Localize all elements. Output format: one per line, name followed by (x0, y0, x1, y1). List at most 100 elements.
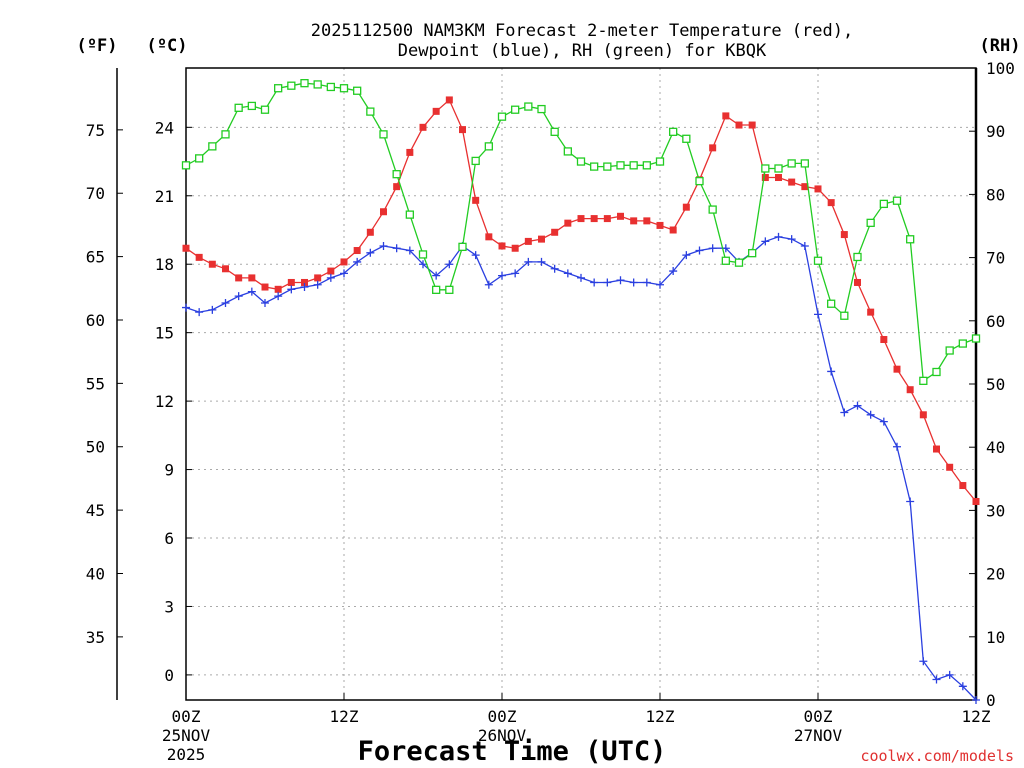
temperature-point (208, 260, 216, 268)
rh-point (932, 367, 941, 377)
rh-point (339, 84, 349, 93)
dewpoint-point (366, 248, 375, 257)
rh-point (221, 130, 230, 139)
temperature-point (366, 228, 374, 236)
temperature-point (722, 112, 730, 120)
rh-point (471, 156, 480, 166)
rh-point (379, 130, 388, 139)
rh-point (300, 79, 309, 88)
dewpoint-point (629, 278, 638, 287)
rh-point (524, 102, 533, 111)
rh-point (906, 235, 915, 244)
fahrenheit-tick-label: 45 (86, 501, 105, 520)
rh-point (840, 311, 849, 320)
x-tick-label: 12Z (646, 707, 675, 726)
dewpoint-point (182, 303, 190, 312)
temperature-point (301, 278, 308, 286)
dewpoint-point (353, 257, 362, 266)
x-tick-label: 00Z (804, 707, 833, 726)
fahrenheit-axis-label: (ºF) (77, 36, 118, 56)
temperature-point (248, 274, 256, 282)
dewpoint-point (616, 276, 625, 285)
rh-point (866, 218, 875, 227)
rh-point (787, 159, 796, 168)
dewpoint-point (484, 280, 493, 289)
temperature-point (274, 285, 282, 293)
rh-point (945, 346, 954, 355)
temperature-point (445, 96, 453, 104)
rh-point (537, 104, 546, 114)
fahrenheit-tick-label: 40 (86, 564, 105, 583)
rh-point (366, 107, 375, 116)
temperature-point (814, 185, 822, 193)
temperature-point (498, 242, 506, 250)
rh-tick-label: 50 (986, 375, 1005, 394)
dewpoint-point (879, 417, 888, 426)
temperature-point (788, 178, 796, 186)
rh-point (603, 162, 612, 171)
temperature-point (827, 199, 835, 207)
rh-point (590, 162, 599, 171)
rh-tick-label: 90 (986, 122, 1005, 141)
temperature-point (801, 183, 809, 191)
dewpoint-point (800, 241, 809, 250)
rh-point (274, 84, 283, 93)
dewpoint-point (445, 260, 454, 269)
celsius-tick-label: 18 (155, 255, 174, 274)
dewpoint-point (932, 675, 941, 684)
temperature-point (235, 274, 243, 282)
x-tick-label: 12Z (330, 707, 359, 726)
celsius-tick-label: 24 (155, 118, 174, 137)
chart-title-line1: 2025112500 NAM3KM Forecast 2-meter Tempe… (311, 21, 853, 41)
temperature-point (748, 121, 756, 129)
rh-point (919, 376, 928, 385)
rh-point (445, 285, 454, 294)
dewpoint-point (471, 251, 480, 260)
rh-point (708, 205, 717, 214)
dewpoint-point (234, 292, 243, 301)
series-layer (181, 79, 981, 704)
celsius-tick-label: 12 (155, 392, 174, 411)
fahrenheit-tick-label: 50 (86, 438, 105, 457)
rh-tick-label: 100 (986, 59, 1015, 78)
fahrenheit-tick-label: 65 (86, 248, 105, 267)
dewpoint-point (787, 235, 796, 244)
temperature-point (709, 144, 717, 152)
temperature-point (959, 482, 967, 490)
rh-axis-label: (RH) (980, 36, 1021, 56)
temperature-point (222, 265, 229, 273)
rh-point (195, 154, 204, 163)
x-tick-year-label: 2025 (167, 745, 206, 764)
rh-point (234, 103, 243, 112)
axis-ticks: 0 3 6 9 12 15 18 21 24 35 40 45 50 55 60 65 70 75 0 10 20 30 4… (86, 59, 1015, 764)
rh-point (721, 256, 730, 265)
temperature-point (854, 278, 861, 286)
rh-point (879, 199, 888, 209)
temperature-point (182, 244, 190, 252)
fahrenheit-tick-label: 60 (86, 311, 105, 330)
dewpoint-point (814, 310, 822, 319)
x-tick-date-label: 26NOV (478, 726, 527, 745)
x-tick-date-label: 25NOV (162, 726, 211, 745)
dewpoint-point (208, 305, 217, 314)
dewpoint-point (326, 273, 335, 282)
fahrenheit-tick-label: 70 (86, 184, 105, 203)
celsius-tick-label: 0 (164, 666, 174, 685)
temperature-point (538, 235, 545, 243)
rh-point (800, 159, 809, 168)
rh-point (971, 334, 981, 343)
temperature-point (761, 174, 769, 182)
celsius-axis-label: (ºC) (147, 36, 188, 56)
temperature-point (564, 219, 572, 227)
dewpoint-point (550, 264, 559, 273)
dewpoint-point (972, 696, 980, 704)
dewpoint-point (392, 244, 401, 253)
rh-tick-label: 30 (986, 501, 1005, 520)
dewpoint-point (669, 267, 678, 276)
rh-point (629, 161, 638, 170)
rh-point (432, 285, 441, 294)
rh-point (287, 81, 296, 90)
temperature-point (353, 247, 361, 255)
dewpoint-point (919, 657, 928, 666)
